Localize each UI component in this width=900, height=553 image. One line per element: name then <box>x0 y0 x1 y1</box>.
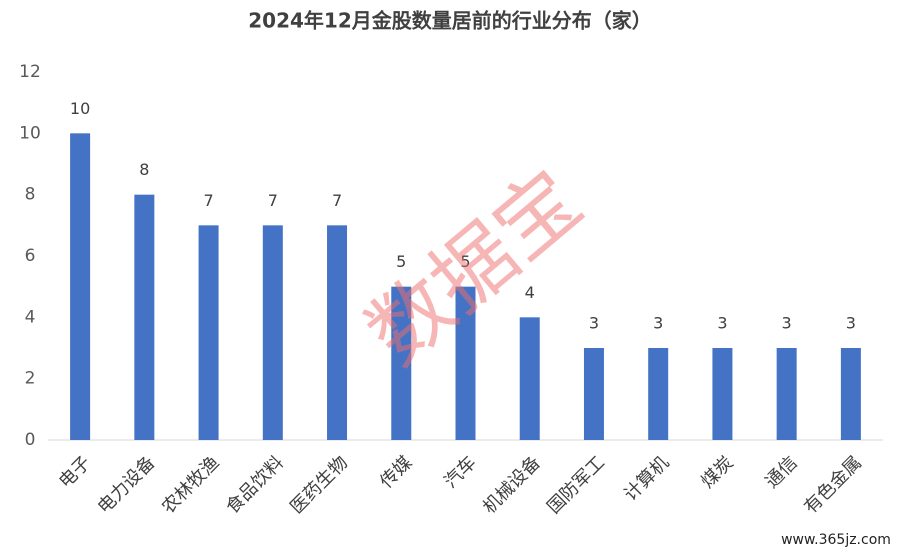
x-tick-label: 通信 <box>761 452 801 492</box>
data-label: 10 <box>70 99 90 118</box>
y-tick-label: 0 <box>25 430 36 450</box>
y-tick-label: 8 <box>25 185 36 205</box>
data-label: 7 <box>268 191 278 210</box>
bar <box>519 317 540 440</box>
data-label: 4 <box>525 283 535 302</box>
x-tick-label: 医药生物 <box>286 452 352 518</box>
source-bg <box>772 527 900 553</box>
x-tick-label: 国防军工 <box>543 452 609 518</box>
x-tick-label: 机械设备 <box>479 452 545 518</box>
x-tick-label: 计算机 <box>620 452 673 505</box>
bar <box>70 133 91 441</box>
chart-title: 2024年12月金股数量居前的行业分布（家） <box>248 9 652 33</box>
y-tick-label: 10 <box>19 123 41 143</box>
data-label: 3 <box>717 314 727 333</box>
data-label: 5 <box>460 252 470 271</box>
bar <box>391 286 412 440</box>
source: www.365jz.com <box>781 532 891 548</box>
bar <box>840 348 861 440</box>
data-label: 3 <box>589 314 599 333</box>
bar <box>776 348 797 440</box>
data-label: 3 <box>653 314 663 333</box>
bar <box>262 225 283 440</box>
bar <box>327 225 348 440</box>
data-label: 8 <box>139 160 149 179</box>
x-tick-label: 煤炭 <box>697 452 737 492</box>
bar <box>455 286 476 440</box>
y-tick-label: 6 <box>25 246 36 266</box>
data-label: 7 <box>203 191 213 210</box>
x-tick-label: 有色金属 <box>800 452 866 518</box>
x-tick-label: 食品饮料 <box>222 452 288 518</box>
bar <box>648 348 669 440</box>
data-label: 7 <box>332 191 342 210</box>
data-label: 3 <box>782 314 792 333</box>
data-label: 5 <box>396 252 406 271</box>
y-tick-label: 2 <box>25 369 36 389</box>
x-tick-label: 电子 <box>55 452 95 492</box>
bar <box>198 225 219 440</box>
data-label: 3 <box>846 314 856 333</box>
x-tick-label: 传媒 <box>376 452 416 492</box>
x-tick-label: 农林牧渔 <box>158 452 224 518</box>
bar <box>583 348 604 440</box>
x-tick-label: 汽车 <box>440 452 480 492</box>
y-tick-label: 12 <box>19 62 41 82</box>
bar <box>134 194 155 440</box>
y-tick-label: 4 <box>25 307 36 327</box>
x-tick-label: 电力设备 <box>94 452 160 518</box>
bar <box>712 348 733 440</box>
